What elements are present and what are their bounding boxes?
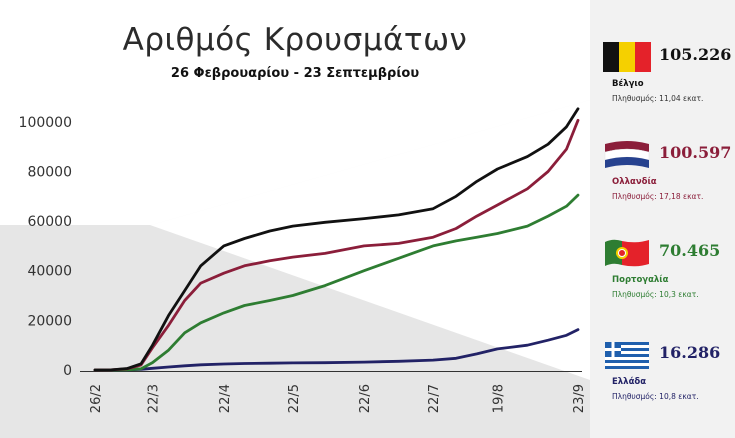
netherlands-flag-icon xyxy=(604,141,650,168)
series-line-Ελλάδα xyxy=(93,328,580,372)
belgium-flag-icon xyxy=(603,42,651,72)
greece-population: Πληθυσμός: 10,8 εκατ. xyxy=(612,392,699,401)
x-axis: 26/2 22/3 22/4 22/5 22/6 22/7 19/8 23/9 xyxy=(80,371,587,413)
x-tick-label: 22/6 xyxy=(358,384,373,413)
y-tick-label: 40000 xyxy=(27,264,72,280)
portugal-name: Πορτογαλία xyxy=(612,275,669,285)
greece-name: Ελλάδα xyxy=(612,377,647,387)
x-tick-label: 26/2 xyxy=(89,384,104,413)
x-tick-label: 23/9 xyxy=(572,384,587,413)
netherlands-name: Ολλανδία xyxy=(612,177,657,187)
y-tick-label: 20000 xyxy=(27,313,72,329)
greece-flag-icon xyxy=(605,342,649,369)
series-lines xyxy=(93,107,580,372)
x-tick-label: 22/5 xyxy=(287,384,302,413)
x-tick-label: 22/4 xyxy=(218,384,233,413)
series-line-Ολλανδία xyxy=(93,118,580,372)
y-axis: 0 20000 40000 60000 80000 100000 xyxy=(19,115,72,379)
series-line-Πορτογαλία xyxy=(93,193,580,372)
portugal-flag-icon xyxy=(605,239,649,267)
greece-value: 16.286 xyxy=(659,343,721,362)
netherlands-value: 100.597 xyxy=(659,143,732,162)
series-line-Βέλγιο xyxy=(93,107,580,372)
chart-subtitle: 26 Φεβρουαρίου - 23 Σεπτεμβρίου xyxy=(170,66,420,81)
portugal-value: 70.465 xyxy=(659,241,721,260)
belgium-value: 105.226 xyxy=(659,45,732,64)
belgium-population: Πληθυσμός: 11,04 εκατ. xyxy=(612,94,704,103)
chart-title: Αριθμός Κρουσμάτων xyxy=(122,22,468,58)
portugal-population: Πληθυσμός: 10,3 εκατ. xyxy=(612,290,699,299)
y-tick-label: 60000 xyxy=(27,214,72,230)
line-chart: 0 20000 40000 60000 80000 100000 26/2 22/3 22/4… xyxy=(19,107,587,413)
background-grey-band xyxy=(0,225,590,438)
background-white-wedge xyxy=(0,0,590,268)
y-tick-label: 80000 xyxy=(27,164,72,180)
belgium-name: Βέλγιο xyxy=(612,79,644,89)
netherlands-population: Πληθυσμός: 17,18 εκατ. xyxy=(612,192,704,201)
x-tick-label: 22/7 xyxy=(427,384,442,413)
y-tick-label: 100000 xyxy=(19,115,72,131)
x-tick-label: 19/8 xyxy=(492,384,507,413)
x-tick-label: 22/3 xyxy=(147,384,162,413)
y-tick-label: 0 xyxy=(63,363,72,379)
